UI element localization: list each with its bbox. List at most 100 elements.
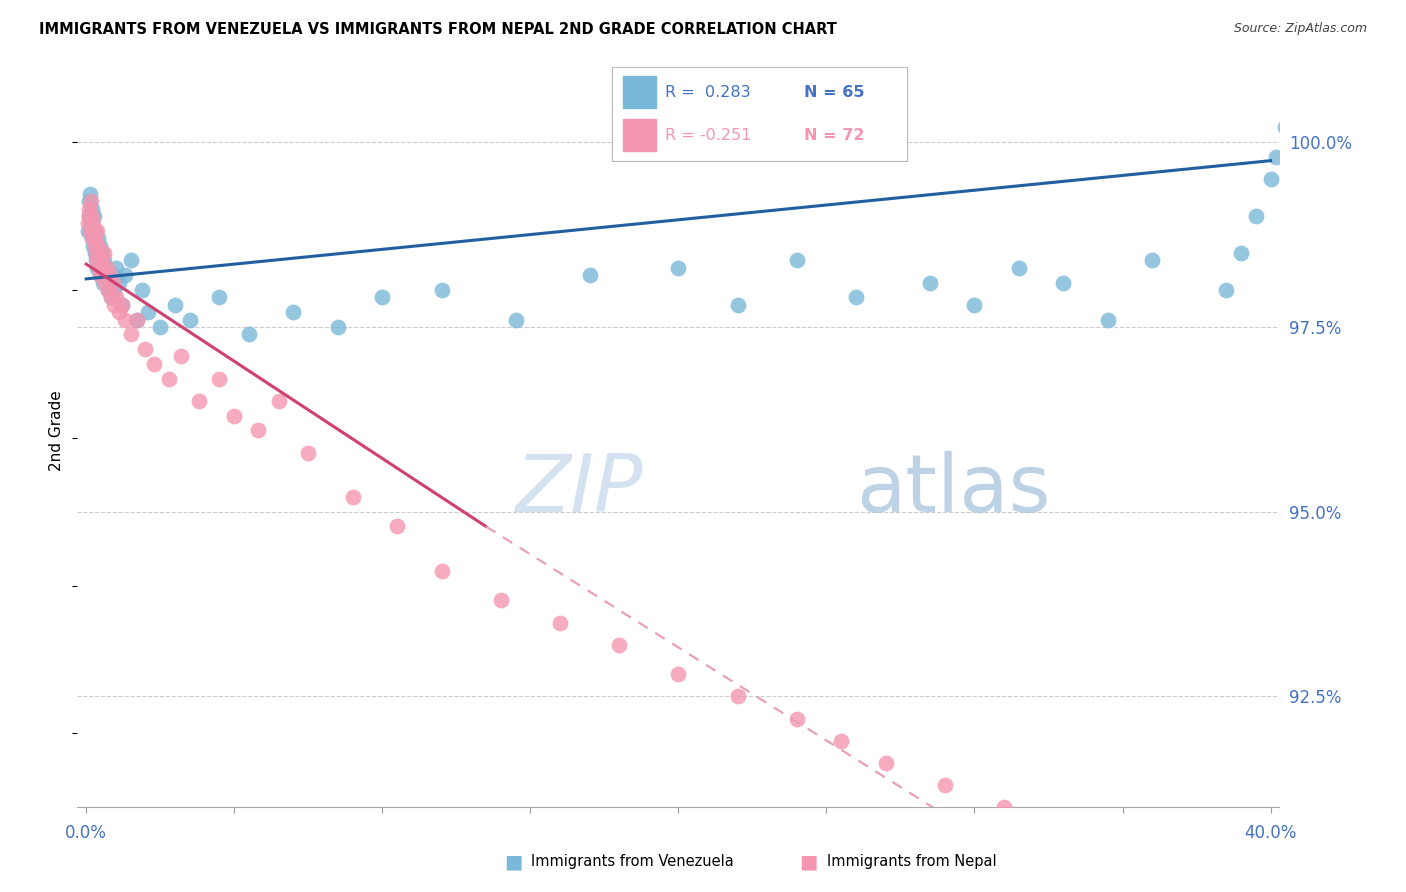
Point	[91, 260, 114, 275]
Point	[101, 268, 124, 283]
Point	[93, 253, 115, 268]
Point	[920, 276, 942, 290]
Point	[79, 224, 101, 238]
Point	[77, 194, 100, 209]
Point	[548, 615, 571, 630]
Point	[1052, 822, 1074, 837]
Point	[77, 209, 100, 223]
Point	[297, 445, 319, 459]
Point	[875, 756, 897, 770]
Text: atlas: atlas	[856, 450, 1050, 528]
Point	[1215, 283, 1237, 297]
Text: N = 65: N = 65	[804, 85, 865, 100]
Point	[79, 194, 101, 209]
Point	[84, 231, 107, 245]
Point	[80, 231, 103, 245]
Point	[371, 290, 394, 304]
Point	[131, 283, 153, 297]
Point	[84, 253, 107, 268]
Point	[83, 238, 105, 252]
Point	[934, 778, 956, 792]
Point	[179, 312, 201, 326]
Point	[208, 290, 231, 304]
Y-axis label: 2nd Grade: 2nd Grade	[49, 390, 65, 471]
Point	[993, 800, 1015, 814]
Point	[143, 357, 166, 371]
Point	[1230, 246, 1253, 260]
Point	[224, 409, 246, 423]
Point	[83, 246, 105, 260]
Point	[87, 246, 110, 260]
Point	[91, 246, 114, 260]
Point	[125, 312, 148, 326]
Point	[430, 283, 453, 297]
Point	[170, 350, 193, 364]
Point	[97, 283, 120, 297]
Point	[86, 238, 108, 252]
Point	[97, 283, 120, 297]
Text: ZIP: ZIP	[516, 450, 643, 528]
Point	[208, 372, 231, 386]
Point	[578, 268, 600, 283]
Point	[607, 638, 630, 652]
Point	[94, 260, 117, 275]
Point	[89, 238, 111, 252]
Point	[103, 298, 125, 312]
Point	[100, 290, 122, 304]
Point	[90, 253, 112, 268]
Point	[1265, 150, 1288, 164]
Point	[114, 312, 136, 326]
Point	[79, 217, 101, 231]
Point	[1097, 312, 1119, 326]
Point	[114, 268, 136, 283]
Point	[82, 231, 104, 245]
Point	[283, 305, 305, 319]
Text: 40.0%: 40.0%	[1244, 823, 1296, 841]
Point	[267, 393, 290, 408]
Point	[963, 298, 986, 312]
Point	[668, 260, 690, 275]
Point	[86, 260, 108, 275]
Point	[1140, 253, 1163, 268]
Point	[845, 290, 868, 304]
Text: ■: ■	[799, 852, 818, 871]
Point	[830, 733, 852, 747]
Point	[163, 298, 186, 312]
Point	[727, 298, 749, 312]
Point	[1171, 867, 1194, 881]
Point	[107, 276, 129, 290]
Point	[87, 238, 110, 252]
Point	[120, 327, 142, 342]
Point	[727, 690, 749, 704]
Point	[107, 305, 129, 319]
Text: Immigrants from Nepal: Immigrants from Nepal	[827, 855, 997, 869]
Text: N = 72: N = 72	[804, 128, 865, 143]
Point	[111, 298, 134, 312]
Point	[1052, 276, 1074, 290]
Point	[80, 209, 103, 223]
Point	[238, 327, 260, 342]
Point	[786, 253, 808, 268]
Point	[138, 305, 160, 319]
Point	[111, 298, 134, 312]
Point	[96, 260, 118, 275]
Point	[90, 260, 112, 275]
Point	[83, 224, 105, 238]
Point	[98, 268, 121, 283]
Point	[77, 202, 100, 216]
Point	[82, 217, 104, 231]
Point	[83, 209, 105, 223]
Text: 0.0%: 0.0%	[65, 823, 107, 841]
Text: ■: ■	[503, 852, 523, 871]
Point	[82, 202, 104, 216]
Point	[84, 246, 107, 260]
Text: Source: ZipAtlas.com: Source: ZipAtlas.com	[1233, 22, 1367, 36]
Point	[84, 224, 107, 238]
Point	[120, 253, 142, 268]
Point	[89, 268, 111, 283]
Point	[385, 519, 408, 533]
Bar	[623, 120, 655, 152]
Point	[1244, 209, 1267, 223]
Point	[326, 320, 349, 334]
Text: IMMIGRANTS FROM VENEZUELA VS IMMIGRANTS FROM NEPAL 2ND GRADE CORRELATION CHART: IMMIGRANTS FROM VENEZUELA VS IMMIGRANTS …	[39, 22, 837, 37]
